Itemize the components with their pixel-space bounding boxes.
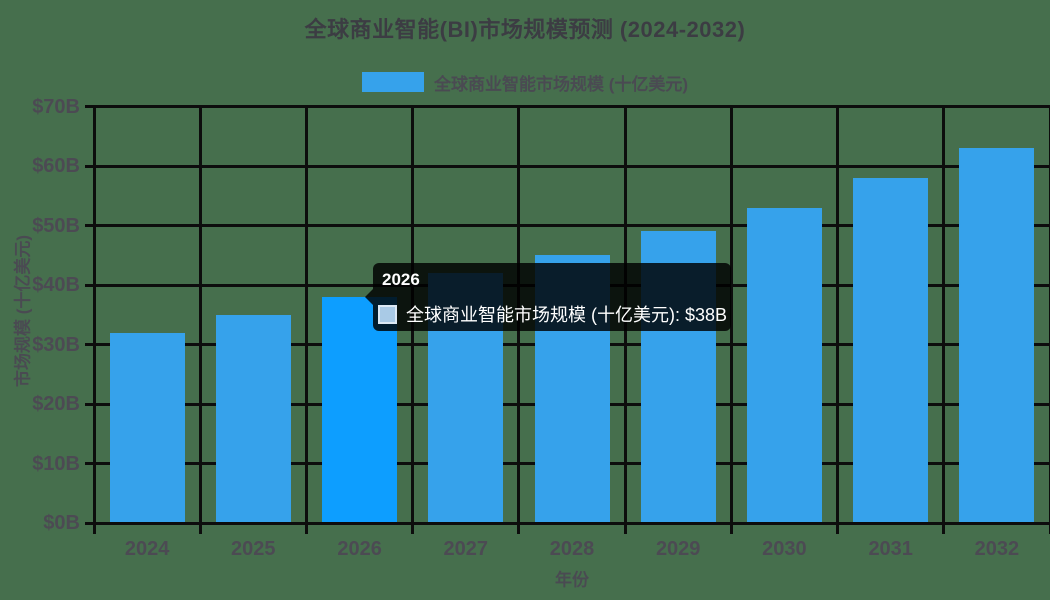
bar-2032[interactable] <box>959 148 1035 523</box>
bar-2031[interactable] <box>853 177 929 523</box>
bar-2030[interactable] <box>746 207 822 523</box>
gridline-v-8 <box>942 105 946 534</box>
gridline-v-6 <box>729 105 733 534</box>
legend-label: 全球商业智能市场规模 (十亿美元) <box>433 74 689 94</box>
tooltip: 2026 全球商业智能市场规模 (十亿美元): $38B <box>365 263 731 331</box>
y-tick-label-5: $50B <box>32 214 80 237</box>
gridline-v-2 <box>304 105 308 534</box>
tooltip-value-text: 全球商业智能市场规模 (十亿美元): $38B <box>406 305 728 325</box>
gridline-v-9 <box>1048 105 1050 534</box>
legend-color-box <box>361 72 424 92</box>
tooltip-title: 2026 <box>382 270 420 289</box>
bar-2025[interactable] <box>215 314 291 524</box>
gridline-h-50 <box>85 224 1050 227</box>
y-tick-label-2: $20B <box>32 393 80 415</box>
x-tick-label-2028: 2028 <box>549 538 595 560</box>
tooltip-caret-icon <box>365 289 373 305</box>
x-tick-label-2030: 2030 <box>762 538 807 560</box>
bar-2026[interactable] <box>322 296 398 523</box>
x-tick-label-2026: 2026 <box>337 538 382 560</box>
x-tick-label-2029: 2029 <box>655 538 701 560</box>
y-tick-label-6: $60B <box>32 155 80 177</box>
tooltip-color-box <box>378 304 397 324</box>
chart-title: 全球商业智能(BI)市场规模预测 (2024-2032) <box>304 17 746 42</box>
x-tick-label-2025: 2025 <box>231 538 276 560</box>
x-tick-label-2032: 2032 <box>974 538 1020 560</box>
y-tick-label-4: $40B <box>32 274 80 296</box>
gridline-h-60 <box>85 164 1050 168</box>
legend[interactable]: 全球商业智能市场规模 (十亿美元) <box>0 70 1050 94</box>
x-tick-label-2027: 2027 <box>443 538 489 560</box>
bar-2024[interactable] <box>109 332 185 523</box>
gridline-h-70 <box>85 105 1050 108</box>
y-axis-line <box>92 105 96 534</box>
y-axis-title: 市场规模 (十亿美元) <box>13 234 33 388</box>
y-tick-label-1: $10B <box>32 452 80 475</box>
x-axis-line <box>85 521 1050 525</box>
y-tick-label-7: $70B <box>32 95 80 118</box>
y-tick-label-3: $30B <box>32 333 80 356</box>
tooltip-body: 全球商业智能市场规模 (十亿美元): $38B <box>378 301 727 327</box>
x-axis-title: 年份 <box>555 570 589 590</box>
gridline-v-7 <box>836 105 840 534</box>
x-tick-label-2024: 2024 <box>124 538 170 560</box>
gridline-v-1 <box>198 105 202 534</box>
y-tick-label-0: $0B <box>43 512 80 534</box>
x-tick-label-2031: 2031 <box>868 538 913 560</box>
